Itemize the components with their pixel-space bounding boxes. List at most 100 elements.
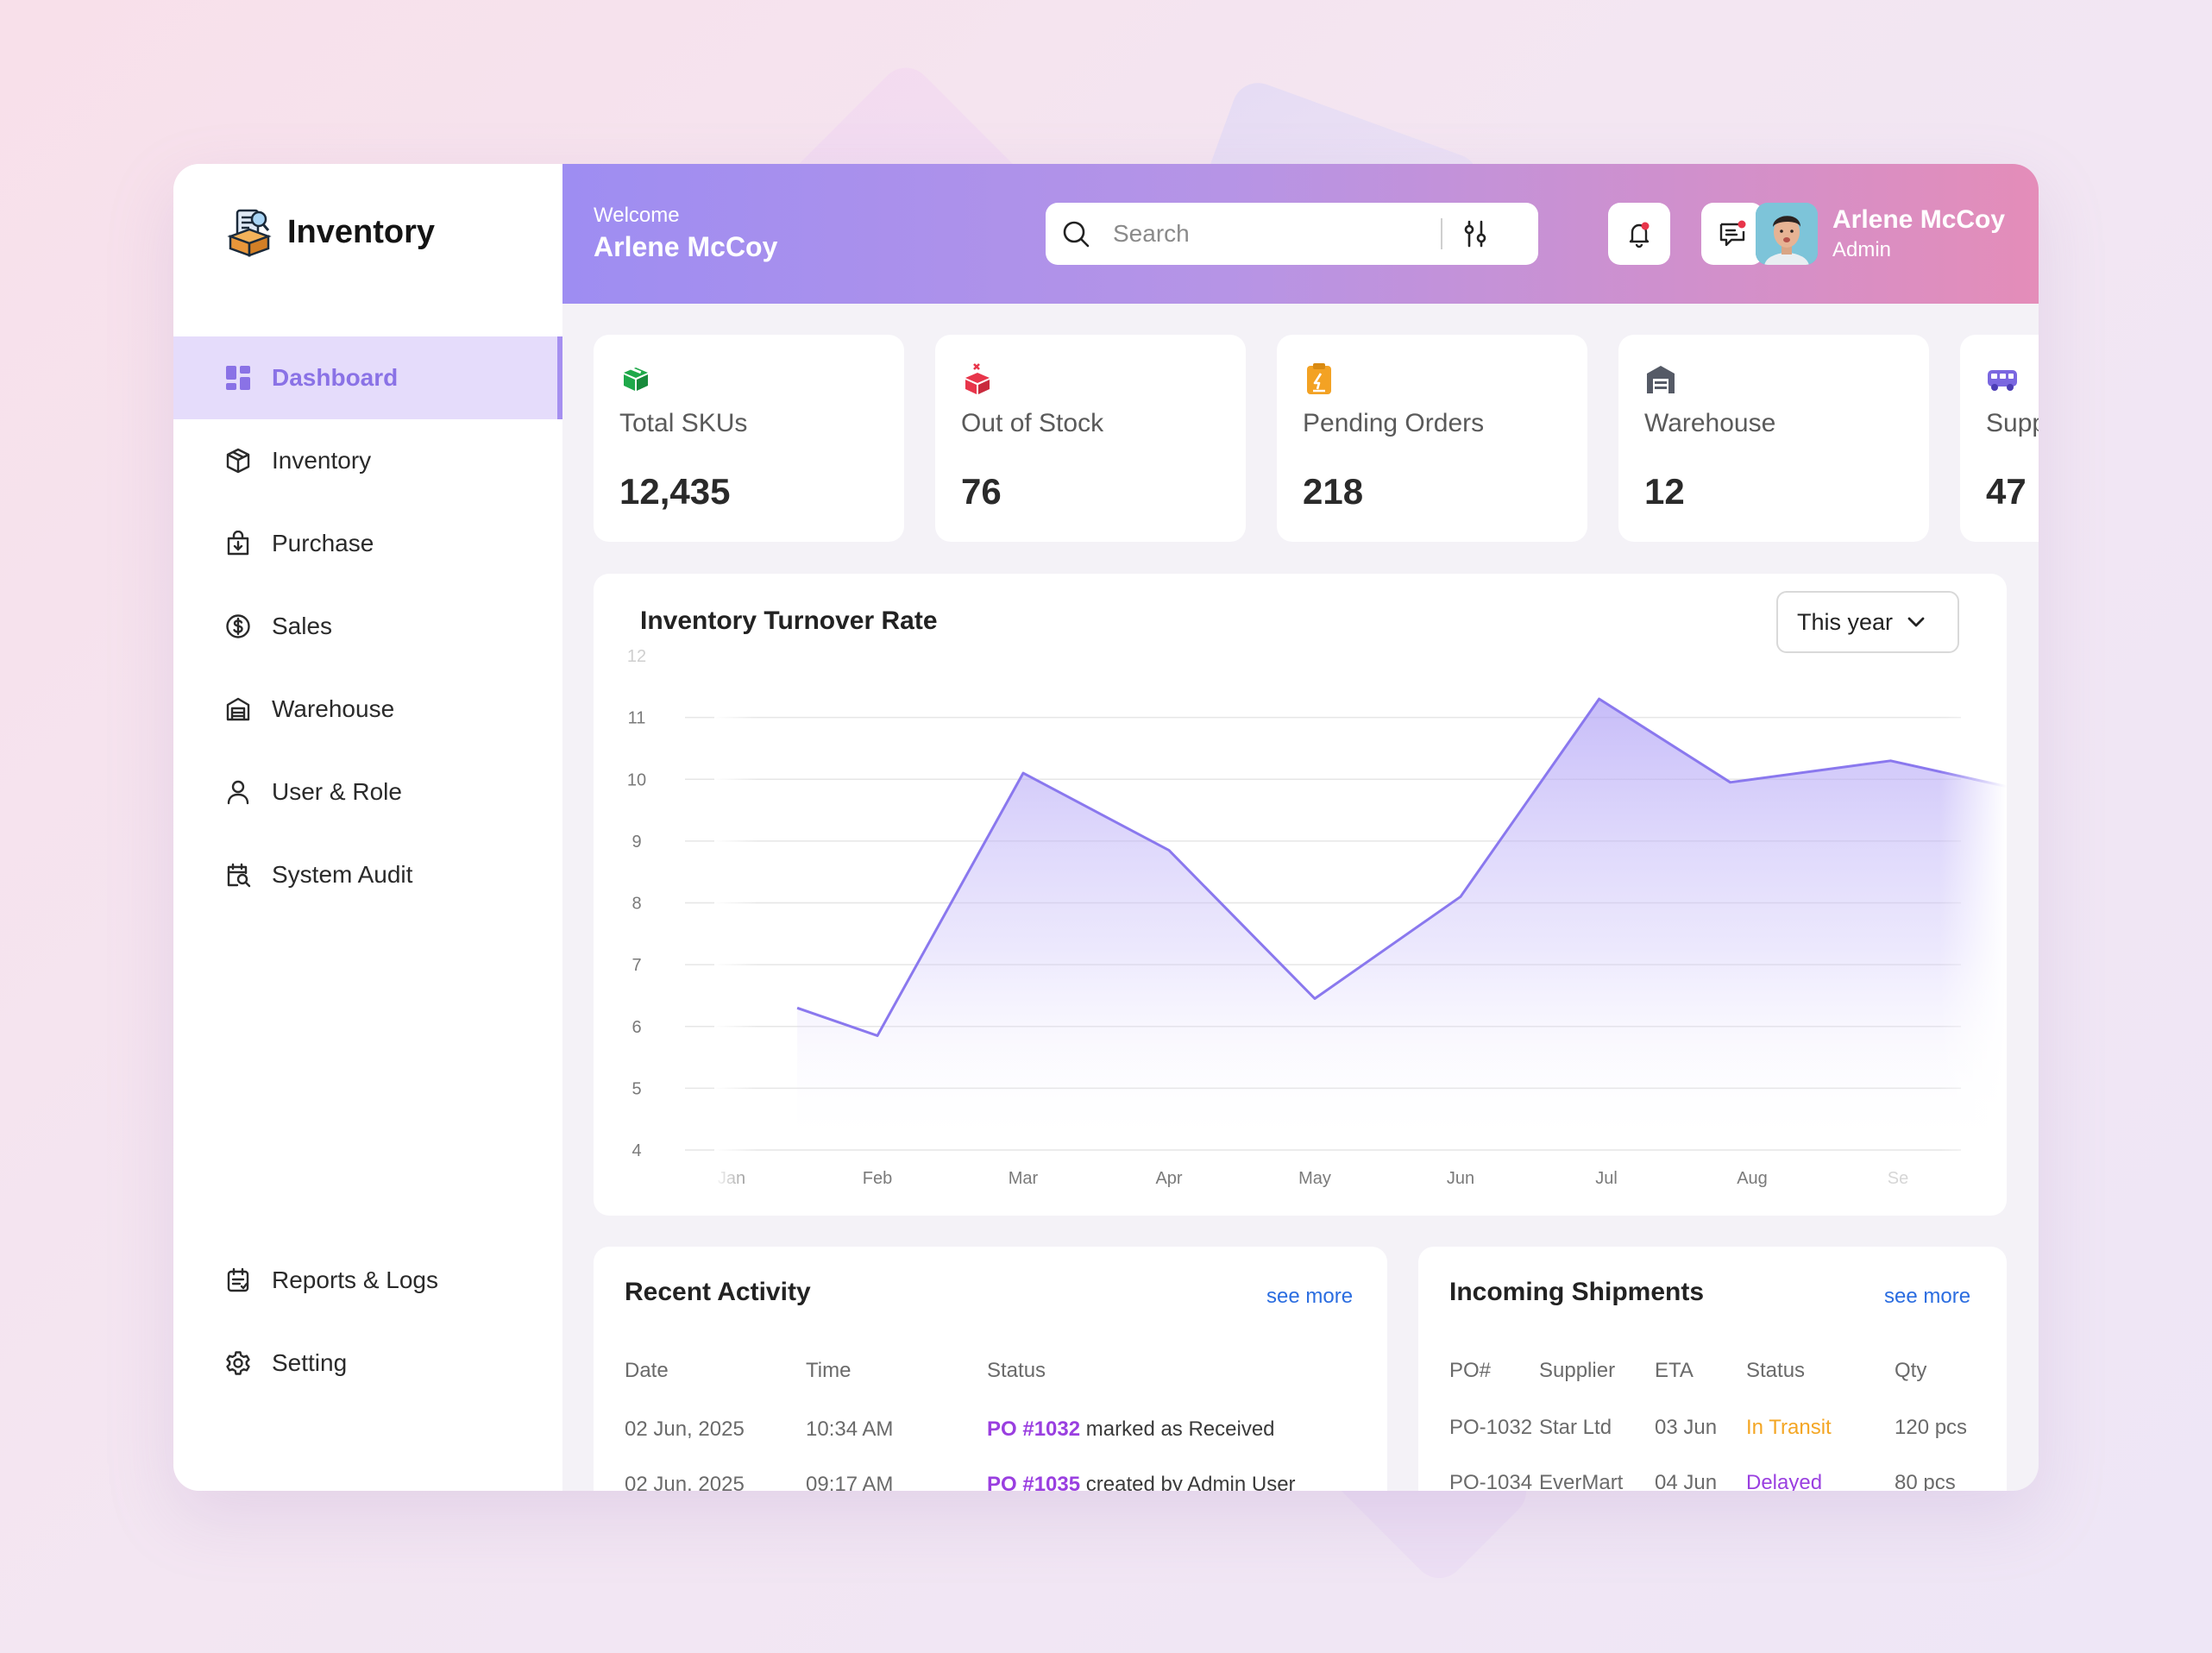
stat-card-suppliers[interactable]: Supp 47	[1960, 335, 2039, 542]
sidebar-item-setting[interactable]: Setting	[173, 1322, 562, 1405]
period-select[interactable]: This year	[1776, 591, 1959, 653]
x-tick-label: Jul	[1595, 1169, 1618, 1188]
y-tick-label: 7	[632, 956, 641, 975]
sidebar-item-inventory[interactable]: Inventory	[173, 419, 562, 502]
sidebar-item-sales[interactable]: Sales	[173, 585, 562, 668]
brand-name: Inventory	[287, 213, 436, 250]
dashboard-icon	[223, 363, 253, 393]
messages-button[interactable]	[1701, 203, 1763, 265]
sidebar-item-label: Purchase	[272, 530, 374, 556]
y-tick-label: 4	[632, 1141, 641, 1160]
sidebar-item-label: Dashboard	[272, 364, 399, 391]
shipment-qty: 80 pcs	[1895, 1471, 1956, 1491]
y-tick-label: 5	[632, 1079, 641, 1098]
welcome-name: Arlene McCoy	[594, 231, 778, 262]
warehouse-icon	[223, 695, 253, 724]
incoming-shipments-panel: Incoming Shipments see more PO# Supplier…	[1418, 1247, 2007, 1491]
stat-label: Out of Stock	[961, 409, 1104, 437]
stat-value: 76	[961, 471, 1002, 512]
welcome-label: Welcome	[594, 204, 680, 227]
filter-sliders-icon[interactable]	[1460, 218, 1491, 249]
top-header: Welcome Arlene McCoy Arlene McCoy Admin	[562, 164, 2039, 304]
shipment-qty: 120 pcs	[1895, 1416, 1968, 1439]
stat-value: 218	[1303, 471, 1364, 512]
shipment-supplier: EverMart	[1539, 1471, 1624, 1491]
y-tick-label: 11	[628, 709, 646, 728]
user-name: Arlene McCoy	[1832, 205, 2006, 234]
purchase-bag-icon	[223, 529, 253, 558]
column-header: ETA	[1655, 1359, 1694, 1382]
column-header: Status	[1746, 1359, 1806, 1382]
chat-icon	[1719, 220, 1746, 247]
bell-icon	[1629, 222, 1650, 248]
search-bar	[1046, 203, 1538, 265]
activity-text: marked as Received	[1085, 1417, 1275, 1441]
stat-label: Warehouse	[1644, 409, 1776, 437]
shipment-po[interactable]: PO-1034	[1449, 1471, 1533, 1491]
activity-time: 10:34 AM	[806, 1417, 894, 1441]
column-header: Supplier	[1539, 1359, 1616, 1382]
shipment-eta: 03 Jun	[1655, 1416, 1718, 1439]
box-green-icon	[624, 367, 648, 391]
x-tick-label: Mar	[1009, 1169, 1039, 1188]
search-icon	[1063, 221, 1090, 248]
activity-status: PO #1035 created by Admin User	[987, 1473, 1296, 1491]
sidebar-item-dashboard[interactable]: Dashboard	[173, 336, 562, 419]
search-input[interactable]	[1113, 220, 1432, 248]
box-icon	[223, 446, 253, 475]
po-link[interactable]: PO #1032	[987, 1417, 1081, 1441]
dollar-icon	[223, 612, 253, 641]
column-header: Status	[987, 1359, 1046, 1382]
sidebar-item-reports-logs[interactable]: Reports & Logs	[173, 1239, 562, 1322]
chart-title: Inventory Turnover Rate	[640, 607, 938, 635]
shipment-status: In Transit	[1746, 1416, 1832, 1439]
activity-time: 09:17 AM	[806, 1473, 894, 1491]
chart-left-fade	[714, 677, 757, 1195]
stat-label: Total SKUs	[619, 409, 748, 437]
po-link[interactable]: PO #1035	[987, 1473, 1081, 1491]
y-tick-label: 9	[632, 833, 641, 852]
column-header: Qty	[1895, 1359, 1927, 1382]
avatar[interactable]	[1756, 203, 1818, 265]
x-tick-label: Se	[1888, 1169, 1908, 1188]
sidebar-item-user-role[interactable]: User & Role	[173, 751, 562, 833]
turnover-line	[796, 697, 2007, 1037]
stat-label: Pending Orders	[1303, 409, 1485, 437]
stat-card-total-skus[interactable]: Total SKUs 12,435	[594, 335, 904, 542]
y-tick-label: 8	[632, 895, 641, 914]
shipment-po[interactable]: PO-1032	[1449, 1416, 1533, 1439]
sidebar: Inventory Dashboard Inventory Purchase	[173, 164, 562, 1491]
x-tick-label: May	[1298, 1169, 1331, 1188]
y-tick-label: 6	[632, 1018, 641, 1037]
period-select-value: This year	[1797, 608, 1894, 635]
column-header: Time	[806, 1359, 851, 1382]
stat-card-pending-orders[interactable]: Pending Orders 218	[1277, 335, 1587, 542]
sidebar-bottom-nav: Reports & Logs Setting	[173, 1239, 562, 1405]
sidebar-item-purchase[interactable]: Purchase	[173, 502, 562, 585]
x-tick-label: Jun	[1447, 1169, 1474, 1188]
app-window: Inventory Dashboard Inventory Purchase	[173, 164, 2039, 1491]
stat-card-out-of-stock[interactable]: Out of Stock 76	[935, 335, 1246, 542]
stat-label: Supp	[1986, 409, 2039, 437]
see-more-link[interactable]: see more	[1884, 1285, 1971, 1308]
sidebar-item-warehouse[interactable]: Warehouse	[173, 668, 562, 751]
sidebar-item-label: Sales	[272, 613, 333, 639]
activity-status: PO #1032 marked as Received	[987, 1417, 1275, 1442]
stat-value: 12	[1644, 471, 1685, 512]
van-icon	[1988, 370, 2017, 391]
turnover-area	[797, 699, 2007, 1150]
sidebar-item-label: Inventory	[272, 447, 372, 474]
reports-icon	[223, 1266, 253, 1295]
brand[interactable]: Inventory	[227, 207, 435, 257]
column-header: Date	[625, 1359, 669, 1382]
notifications-button[interactable]	[1608, 203, 1670, 265]
chart-right-fade	[1939, 677, 2007, 1195]
shipment-eta: 04 Jun	[1655, 1471, 1718, 1491]
shipment-supplier: Star Ltd	[1539, 1416, 1612, 1439]
sidebar-item-label: Setting	[272, 1349, 348, 1376]
see-more-link[interactable]: see more	[1266, 1285, 1354, 1308]
sidebar-item-system-audit[interactable]: System Audit	[173, 833, 562, 916]
stat-card-warehouse[interactable]: Warehouse 12	[1618, 335, 1929, 542]
